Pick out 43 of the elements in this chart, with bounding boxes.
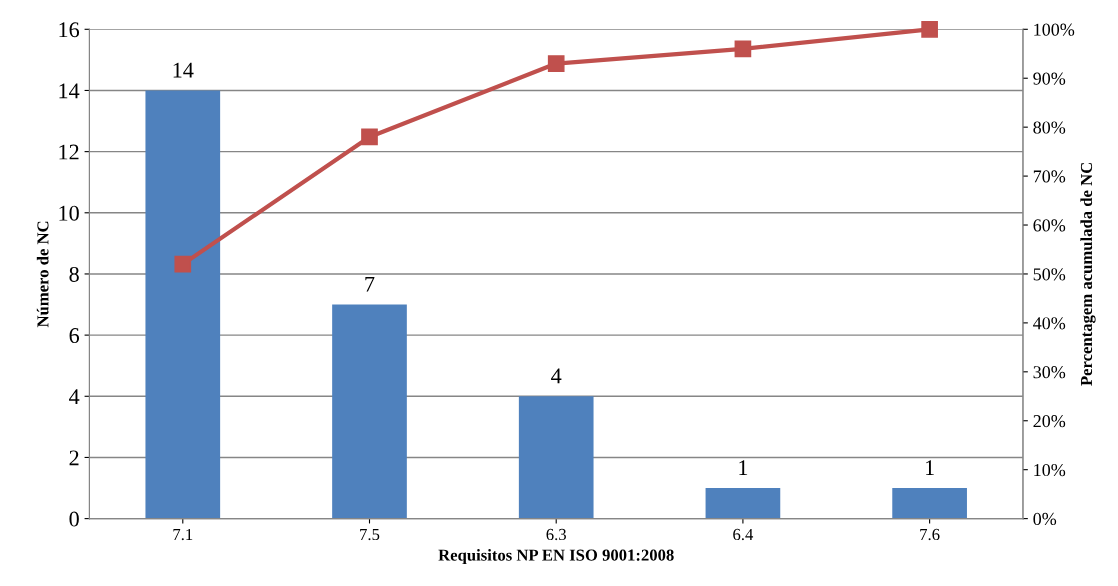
y-tick-label: 10 bbox=[59, 205, 79, 221]
y2-tick-label: 60% bbox=[1033, 219, 1066, 232]
y2-tick-label: 50% bbox=[1033, 268, 1066, 281]
point bbox=[547, 55, 565, 72]
y2-tick-label: 90% bbox=[1033, 72, 1066, 85]
y2-tick-label: 20% bbox=[1033, 415, 1066, 428]
data-label: 4 bbox=[551, 368, 562, 384]
point bbox=[921, 20, 938, 38]
x-tick-label: 7.1 bbox=[173, 528, 193, 541]
y2-tick-label: 100% bbox=[1034, 23, 1075, 36]
y2-tick-label: 30% bbox=[1033, 366, 1066, 379]
y2-tick-label: 80% bbox=[1033, 121, 1066, 134]
y-tick-label: 16 bbox=[59, 22, 80, 38]
y-tick-label: 6 bbox=[69, 328, 80, 344]
y-tick-label: 14 bbox=[59, 83, 80, 99]
y2-tick-label: 10% bbox=[1034, 463, 1066, 477]
y-tick-label: 8 bbox=[69, 266, 79, 282]
x-tick-label: 7.5 bbox=[360, 528, 380, 541]
y2-tick-label: 0% bbox=[1033, 512, 1057, 526]
x-tick-label: 6.3 bbox=[546, 528, 566, 541]
x-tick-label: 6.4 bbox=[733, 528, 754, 541]
point bbox=[361, 128, 378, 146]
bar bbox=[145, 90, 221, 519]
y-axis-title: Número de NC bbox=[36, 221, 49, 328]
bar bbox=[705, 488, 781, 519]
x-tick-label: 7.6 bbox=[920, 528, 940, 541]
bar bbox=[518, 396, 594, 519]
data-label: 1 bbox=[739, 460, 748, 475]
y-tick-label: 0 bbox=[69, 511, 79, 527]
data-label: 7 bbox=[365, 276, 375, 292]
bar bbox=[892, 488, 967, 519]
data-label: 14 bbox=[173, 62, 194, 78]
y-tick-label: 4 bbox=[69, 389, 80, 404]
bar bbox=[332, 304, 407, 519]
y2-tick-label: 40% bbox=[1033, 317, 1066, 330]
y-tick-label: 2 bbox=[69, 450, 79, 466]
data-label: 1 bbox=[926, 460, 934, 475]
y-tick-label: 12 bbox=[59, 144, 79, 160]
y2-tick-label: 70% bbox=[1033, 170, 1066, 183]
point bbox=[734, 40, 752, 58]
x-axis-title: Requisitos NP EN ISO 9001:2008 bbox=[438, 549, 674, 565]
y2-axis-title: Percentagem acumulada de NC bbox=[1080, 163, 1096, 386]
point bbox=[174, 255, 192, 273]
